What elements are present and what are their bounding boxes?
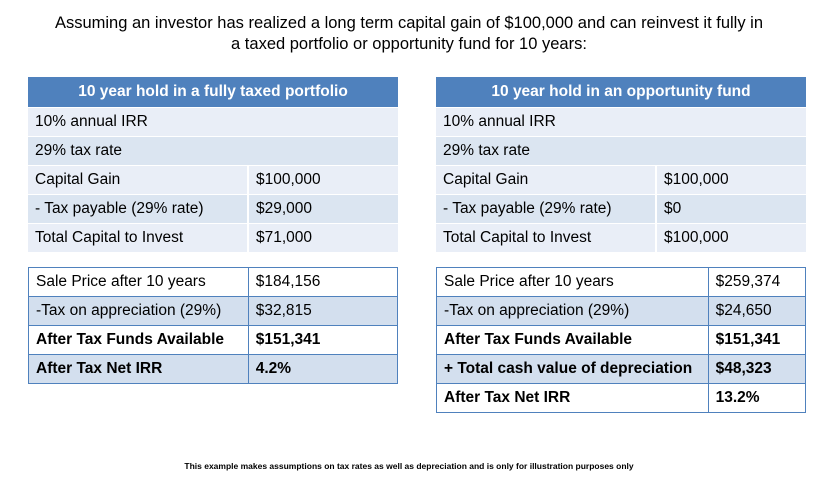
- row-label: After Tax Funds Available: [28, 325, 249, 355]
- table-row: -Tax on appreciation (29%) $24,650: [436, 296, 807, 326]
- row-value: $151,341: [247, 325, 399, 355]
- row-label: + Total cash value of depreciation: [436, 354, 709, 384]
- row-label: Total Capital to Invest: [28, 223, 248, 253]
- table-row: 10% annual IRR: [28, 107, 398, 137]
- row-label: 29% tax rate: [28, 136, 398, 166]
- row-value: $100,000: [247, 165, 398, 195]
- row-label: Capital Gain: [28, 165, 248, 195]
- row-label: Sale Price after 10 years: [28, 267, 249, 297]
- row-label: - Tax payable (29% rate): [436, 194, 656, 224]
- row-label: -Tax on appreciation (29%): [436, 296, 709, 326]
- row-value: $24,650: [707, 296, 807, 326]
- row-value: $32,815: [247, 296, 399, 326]
- table-row: + Total cash value of depreciation $48,3…: [436, 354, 807, 384]
- row-value: $71,000: [247, 223, 398, 253]
- table-row: 29% tax rate: [436, 136, 806, 166]
- opportunity-fund-header: 10 year hold in an opportunity fund: [436, 77, 806, 107]
- row-value: 4.2%: [247, 354, 399, 384]
- row-value: $29,000: [247, 194, 398, 224]
- table-row: After Tax Funds Available $151,341: [28, 325, 399, 355]
- row-label: Total Capital to Invest: [436, 223, 656, 253]
- row-value: $48,323: [707, 354, 807, 384]
- row-label: 29% tax rate: [436, 136, 806, 166]
- table-row: -Tax on appreciation (29%) $32,815: [28, 296, 399, 326]
- row-label: Capital Gain: [436, 165, 656, 195]
- page-title: Assuming an investor has realized a long…: [0, 13, 818, 55]
- row-label: Sale Price after 10 years: [436, 267, 709, 297]
- row-value: 13.2%: [707, 383, 807, 413]
- row-value: $184,156: [247, 267, 399, 297]
- table-row: Sale Price after 10 years $184,156: [28, 267, 399, 297]
- table-row: After Tax Funds Available $151,341: [436, 325, 807, 355]
- row-value: $100,000: [655, 165, 806, 195]
- row-label: - Tax payable (29% rate): [28, 194, 248, 224]
- table-row: After Tax Net IRR 4.2%: [28, 354, 399, 384]
- table-row: - Tax payable (29% rate) $0: [436, 194, 806, 224]
- row-value: $151,341: [707, 325, 807, 355]
- row-label: After Tax Net IRR: [28, 354, 249, 384]
- title-line-2: a taxed portfolio or opportunity fund fo…: [231, 35, 587, 53]
- table-row: - Tax payable (29% rate) $29,000: [28, 194, 398, 224]
- table-row: Total Capital to Invest $100,000: [436, 223, 806, 253]
- taxed-portfolio-results-table: Sale Price after 10 years $184,156 -Tax …: [28, 267, 399, 384]
- table-row: 29% tax rate: [28, 136, 398, 166]
- row-label: 10% annual IRR: [28, 107, 398, 137]
- table-row: Capital Gain $100,000: [28, 165, 398, 195]
- table-row: Sale Price after 10 years $259,374: [436, 267, 807, 297]
- row-label: 10% annual IRR: [436, 107, 806, 137]
- table-row: 10% annual IRR: [436, 107, 806, 137]
- footnote: This example makes assumptions on tax ra…: [184, 461, 634, 471]
- row-value: $259,374: [707, 267, 807, 297]
- row-label: After Tax Net IRR: [436, 383, 709, 413]
- table-row: Capital Gain $100,000: [436, 165, 806, 195]
- title-line-1: Assuming an investor has realized a long…: [54, 14, 764, 32]
- row-value: $0: [655, 194, 806, 224]
- opportunity-fund-inputs-table: 10% annual IRR 29% tax rate Capital Gain…: [436, 107, 806, 253]
- taxed-portfolio-header: 10 year hold in a fully taxed portfolio: [28, 77, 398, 107]
- row-label: After Tax Funds Available: [436, 325, 709, 355]
- row-value: $100,000: [655, 223, 806, 253]
- taxed-portfolio-inputs-table: 10% annual IRR 29% tax rate Capital Gain…: [28, 107, 398, 253]
- table-row: After Tax Net IRR 13.2%: [436, 383, 807, 413]
- opportunity-fund-results-table: Sale Price after 10 years $259,374 -Tax …: [436, 267, 807, 413]
- table-row: Total Capital to Invest $71,000: [28, 223, 398, 253]
- row-label: -Tax on appreciation (29%): [28, 296, 249, 326]
